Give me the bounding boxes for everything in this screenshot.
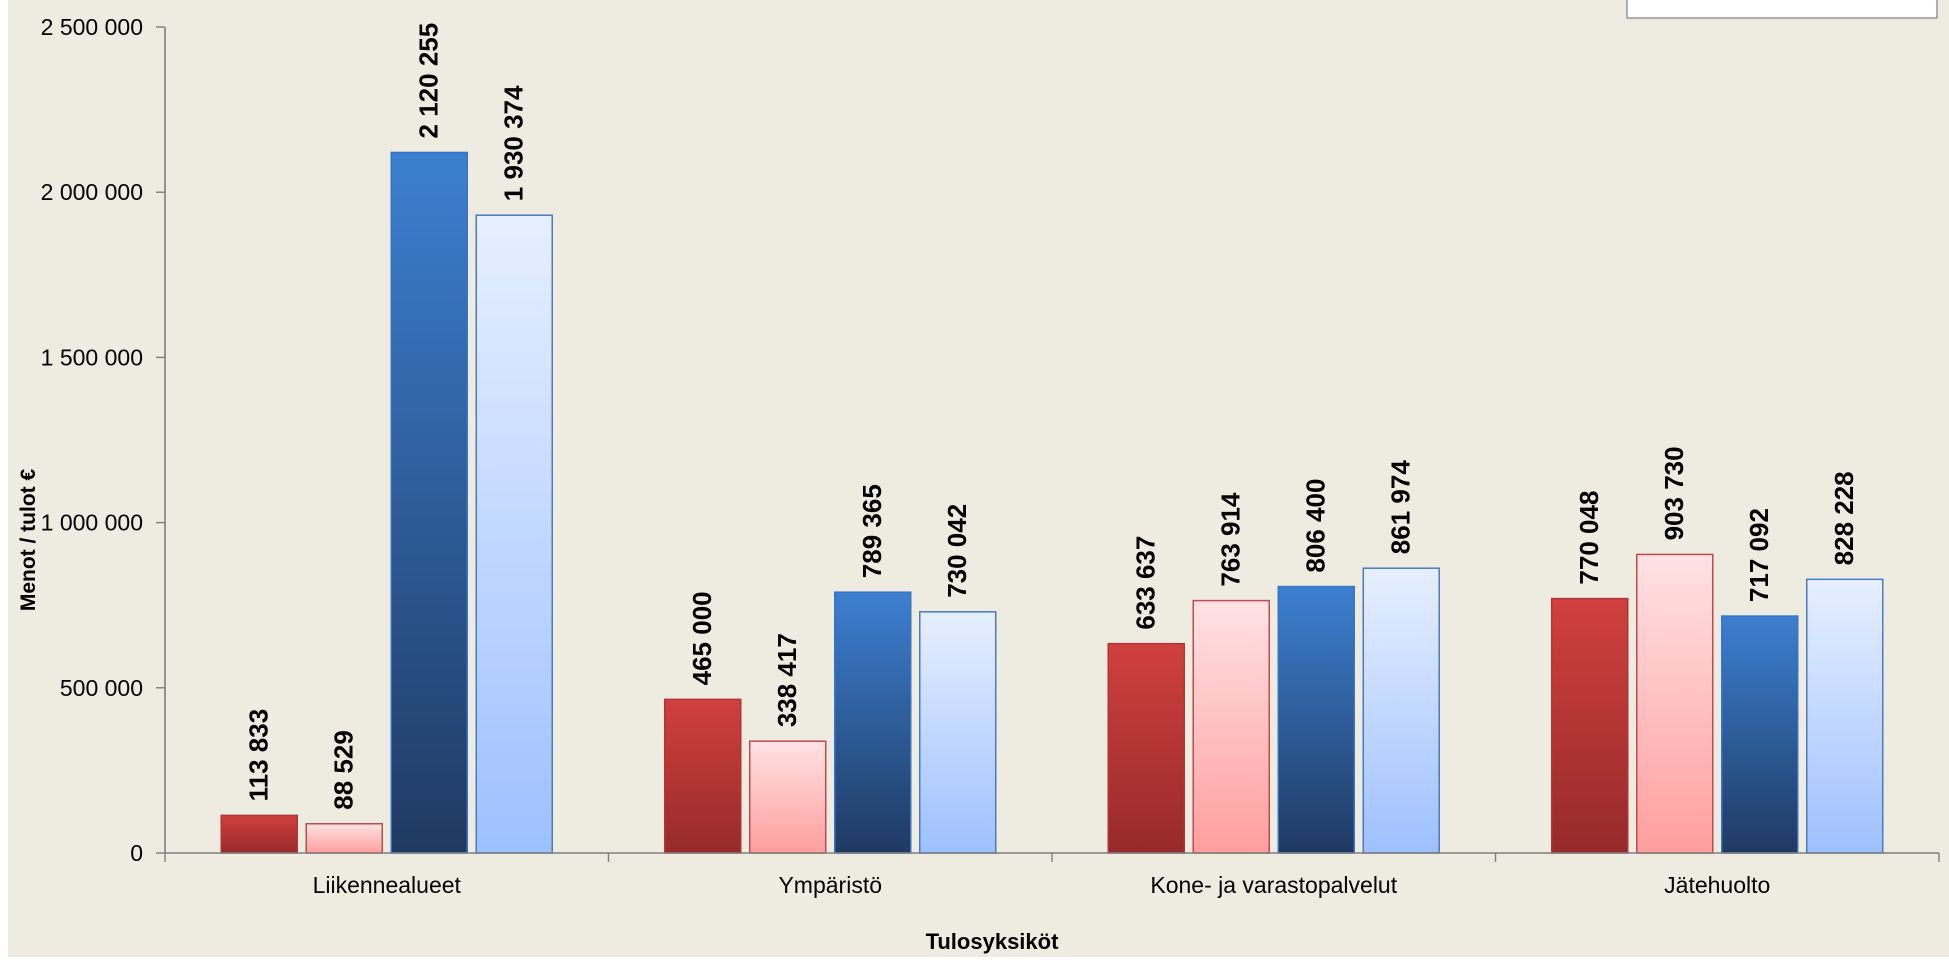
bar-series4-2 — [1362, 567, 1440, 854]
y-tick-label: 0 — [130, 840, 143, 866]
x-tick-label: Kone- ja varastopalvelut — [1150, 872, 1397, 898]
bar-series3-3 — [1721, 615, 1799, 854]
value-label: 828 228 — [1829, 471, 1859, 565]
y-tick-label: 2 500 000 — [41, 14, 143, 40]
x-tick-label: Ympäristö — [778, 872, 882, 898]
bar-series4-3 — [1806, 578, 1884, 854]
x-axis-title: Tulosyksiköt — [926, 929, 1060, 954]
bar-series4-1 — [919, 611, 997, 854]
value-label: 1 930 374 — [498, 85, 528, 201]
x-tick-label: Jätehuolto — [1664, 872, 1770, 898]
value-label: 770 048 — [1574, 491, 1604, 585]
value-label: 763 914 — [1215, 492, 1245, 587]
value-label: 2 120 255 — [413, 23, 443, 139]
value-label: 789 365 — [857, 484, 887, 578]
bar-series3-2 — [1277, 585, 1355, 854]
y-tick-label: 1 500 000 — [41, 344, 143, 370]
legend — [1626, 0, 1938, 19]
value-label: 861 974 — [1385, 460, 1415, 555]
y-tick-label: 1 000 000 — [41, 510, 143, 536]
value-label: 903 730 — [1659, 446, 1689, 540]
bar-series1-0 — [220, 814, 298, 854]
bar-series3-0 — [390, 151, 468, 854]
y-tick-label: 2 000 000 — [41, 179, 143, 205]
bar-series1-1 — [664, 698, 742, 854]
value-label: 88 529 — [328, 730, 358, 810]
value-label: 465 000 — [687, 591, 717, 685]
bar-series3-1 — [834, 591, 912, 854]
bar-series4-0 — [475, 214, 553, 854]
bar-series2-3 — [1636, 553, 1714, 854]
bar-series2-0 — [305, 823, 383, 854]
value-label: 633 637 — [1130, 536, 1160, 630]
value-label: 113 833 — [243, 709, 273, 802]
value-label: 806 400 — [1300, 479, 1330, 573]
value-label: 717 092 — [1744, 508, 1774, 602]
bar-series1-3 — [1551, 597, 1629, 854]
value-label: 338 417 — [772, 633, 802, 727]
bar-series2-1 — [749, 740, 827, 854]
bar-series1-2 — [1107, 642, 1185, 854]
y-axis-title: Menot / tulot € — [17, 469, 40, 612]
x-tick-label: Liikennealueet — [313, 872, 462, 898]
value-label: 730 042 — [942, 504, 972, 598]
y-tick-label: 500 000 — [60, 675, 143, 701]
bar-series2-2 — [1192, 599, 1270, 854]
